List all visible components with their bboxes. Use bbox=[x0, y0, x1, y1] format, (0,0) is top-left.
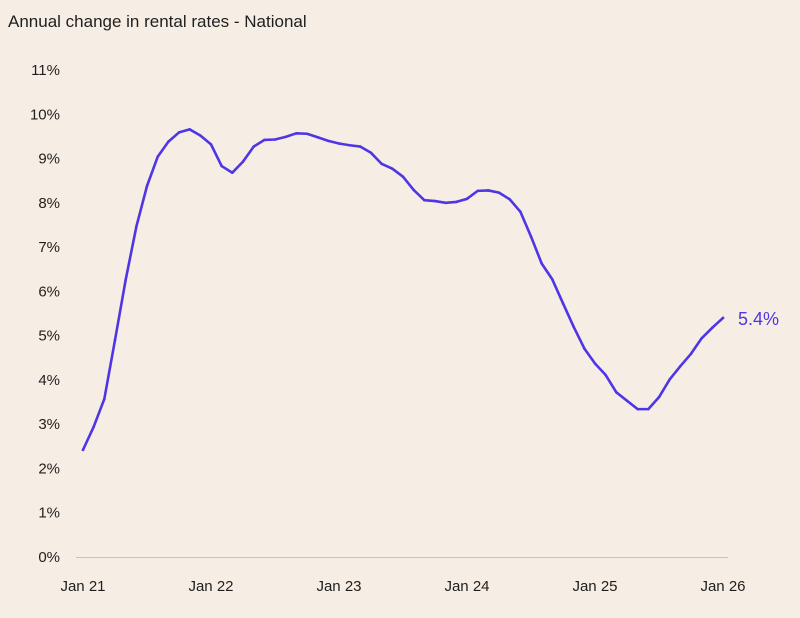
data-point bbox=[647, 407, 650, 411]
x-tick-label: Jan 24 bbox=[444, 578, 489, 595]
data-point bbox=[636, 407, 639, 411]
data-point bbox=[199, 134, 202, 137]
data-point bbox=[305, 132, 309, 136]
x-tick-label: Jan 25 bbox=[572, 578, 617, 595]
data-point bbox=[295, 132, 298, 135]
data-point bbox=[615, 391, 618, 394]
data-point bbox=[167, 140, 170, 144]
data-point bbox=[348, 143, 351, 147]
data-point bbox=[508, 197, 511, 201]
y-tick-label: 6% bbox=[38, 283, 60, 300]
data-point bbox=[113, 338, 117, 342]
data-point bbox=[689, 352, 693, 356]
y-tick-label: 2% bbox=[38, 460, 60, 477]
data-point bbox=[721, 316, 725, 320]
y-tick-label: 8% bbox=[38, 195, 60, 212]
data-point bbox=[337, 142, 341, 145]
data-point bbox=[519, 210, 522, 213]
data-point bbox=[444, 201, 447, 205]
data-point bbox=[263, 138, 266, 142]
data-point bbox=[625, 399, 629, 403]
x-tick-label: Jan 22 bbox=[188, 578, 233, 595]
y-tick-label: 10% bbox=[30, 106, 60, 123]
data-point bbox=[401, 175, 405, 178]
data-point bbox=[540, 262, 543, 265]
y-tick-label: 7% bbox=[38, 239, 60, 256]
data-point bbox=[135, 225, 138, 229]
data-point bbox=[423, 198, 426, 202]
data-point bbox=[156, 155, 159, 159]
y-tick-label: 5% bbox=[38, 328, 60, 345]
y-tick-label: 9% bbox=[38, 151, 60, 168]
x-tick-label: Jan 21 bbox=[60, 578, 105, 595]
x-tick-label: Jan 26 bbox=[700, 578, 745, 595]
data-point bbox=[177, 131, 181, 134]
data-point bbox=[529, 235, 533, 238]
data-point bbox=[711, 326, 714, 329]
data-point bbox=[668, 378, 671, 381]
y-tick-label: 3% bbox=[38, 416, 60, 433]
data-point bbox=[316, 135, 319, 139]
chart-title: Annual change in rental rates - National bbox=[8, 12, 307, 31]
data-point bbox=[359, 145, 362, 148]
data-point bbox=[487, 189, 490, 192]
data-point bbox=[145, 184, 149, 188]
data-point bbox=[124, 278, 127, 282]
data-point bbox=[380, 162, 383, 166]
data-point bbox=[284, 135, 287, 139]
data-point bbox=[497, 191, 501, 194]
data-point bbox=[433, 199, 437, 203]
data-point bbox=[604, 373, 607, 377]
data-point bbox=[700, 336, 703, 340]
data-point bbox=[679, 364, 682, 368]
data-point bbox=[220, 164, 223, 168]
data-point bbox=[103, 397, 106, 401]
y-tick-label: 0% bbox=[38, 549, 60, 566]
data-point bbox=[209, 143, 213, 146]
data-point bbox=[657, 395, 661, 399]
data-point bbox=[92, 425, 95, 429]
data-point bbox=[561, 302, 565, 305]
data-point bbox=[412, 188, 415, 192]
data-point bbox=[391, 167, 394, 171]
data-point bbox=[369, 151, 373, 155]
y-tick-label: 4% bbox=[38, 372, 60, 389]
data-point bbox=[572, 325, 575, 329]
data-point bbox=[241, 160, 245, 163]
data-point bbox=[476, 189, 479, 193]
data-point bbox=[465, 197, 469, 201]
y-tick-label: 11% bbox=[31, 62, 60, 79]
data-point bbox=[231, 171, 234, 175]
data-point bbox=[551, 278, 554, 281]
data-point bbox=[583, 347, 586, 350]
x-tick-label: Jan 23 bbox=[316, 578, 361, 595]
end-value-label: 5.4% bbox=[738, 309, 779, 329]
data-point bbox=[81, 448, 85, 452]
data-point bbox=[252, 145, 255, 148]
data-point bbox=[273, 138, 277, 141]
data-point bbox=[327, 139, 330, 143]
data-point bbox=[455, 200, 458, 204]
y-tick-label: 1% bbox=[38, 505, 60, 522]
data-point bbox=[188, 128, 191, 131]
data-point bbox=[593, 362, 597, 365]
